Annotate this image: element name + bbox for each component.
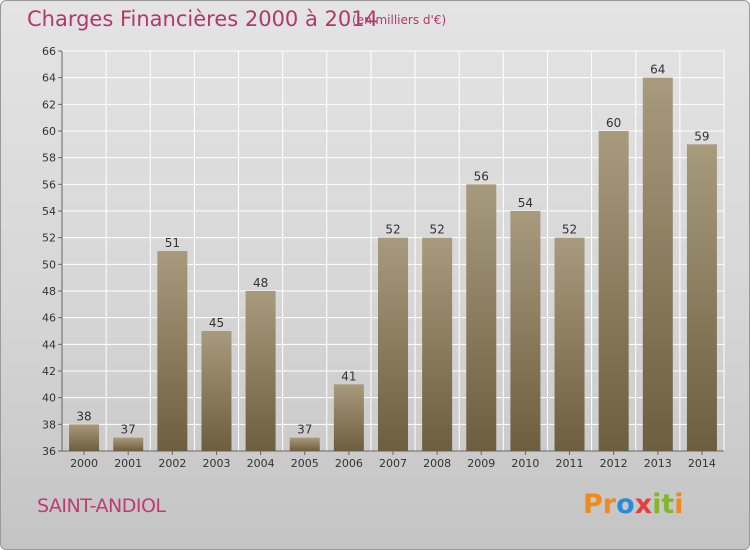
x-tick-label: 2013 <box>644 457 672 470</box>
value-label: 38 <box>76 409 91 423</box>
x-tick-label: 2009 <box>467 457 495 470</box>
value-label: 60 <box>606 116 621 130</box>
x-tick-label: 2003 <box>202 457 230 470</box>
chart-title: Charges Financières 2000 à 2014 <box>27 7 378 31</box>
value-label: 41 <box>341 369 356 383</box>
logo-letter: t <box>661 489 675 520</box>
value-label: 51 <box>165 236 180 250</box>
y-tick-label: 44 <box>42 338 56 351</box>
bar-2004 <box>245 291 276 451</box>
value-label: 59 <box>694 129 709 143</box>
x-tick-label: 2006 <box>335 457 363 470</box>
value-label: 48 <box>253 276 268 290</box>
bar-2001 <box>113 437 144 451</box>
y-tick-label: 36 <box>42 445 56 458</box>
y-tick-label: 52 <box>42 232 56 245</box>
value-label: 37 <box>297 423 312 437</box>
y-tick-label: 48 <box>42 285 56 298</box>
x-tick-label: 2004 <box>247 457 275 470</box>
y-tick-label: 42 <box>42 365 56 378</box>
x-tick-label: 2007 <box>379 457 407 470</box>
logo-letter: r <box>602 489 617 520</box>
x-tick-label: 2010 <box>511 457 539 470</box>
commune-name: SAINT-ANDIOL <box>37 495 166 517</box>
y-tick-label: 60 <box>42 125 56 138</box>
x-tick-label: 2001 <box>114 457 142 470</box>
logo-letter: o <box>616 489 635 520</box>
value-label: 52 <box>429 223 444 237</box>
bar-2012 <box>598 131 629 451</box>
x-tick-label: 2008 <box>423 457 451 470</box>
y-tick-label: 56 <box>42 178 56 191</box>
y-tick-label: 66 <box>42 45 56 58</box>
y-tick-label: 58 <box>42 152 56 165</box>
chart-subtitle: (en milliers d'€) <box>352 13 447 27</box>
bar-2003 <box>201 331 232 451</box>
y-tick-label: 64 <box>42 72 56 85</box>
x-tick-label: 2014 <box>688 457 716 470</box>
logo-letter: P <box>583 489 603 520</box>
proxiti-logo[interactable]: Proxiti <box>583 489 684 520</box>
bar-chart: 36 38 40 42 44 46 48 50 52 54 56 58 60 62 64 66 38 37 51 4… <box>42 45 725 470</box>
bar-2007 <box>378 237 408 451</box>
bar-2008 <box>422 237 453 451</box>
x-tick-label: 2000 <box>70 457 98 470</box>
bar-2006 <box>333 384 364 451</box>
logo-letter: i <box>674 489 684 520</box>
bar-2005 <box>289 437 320 451</box>
x-tick-label: 2005 <box>291 457 319 470</box>
value-label: 54 <box>518 196 533 210</box>
value-label: 52 <box>385 223 400 237</box>
bars: 38 37 51 45 48 37 41 52 52 56 54 52 60 64 59 <box>69 63 717 452</box>
bar-2014 <box>686 144 717 452</box>
bar-2013 <box>642 77 673 452</box>
bar-2009 <box>466 184 497 452</box>
bar-2000 <box>69 424 100 451</box>
y-tick-label: 50 <box>42 258 56 271</box>
value-label: 56 <box>474 169 489 183</box>
bar-2002 <box>157 251 188 451</box>
y-tick-label: 62 <box>42 98 56 111</box>
x-tick-label: 2002 <box>158 457 186 470</box>
y-tick-label: 40 <box>42 392 56 405</box>
y-tick-label: 54 <box>42 205 56 218</box>
y-tick-label: 38 <box>42 418 56 431</box>
bar-2010 <box>510 211 541 451</box>
x-tick-label: 2011 <box>556 457 584 470</box>
value-label: 45 <box>209 316 224 330</box>
logo-letter: i <box>652 489 662 520</box>
logo-letter: x <box>634 489 653 520</box>
x-tick-label: 2012 <box>600 457 628 470</box>
value-label: 52 <box>562 223 577 237</box>
x-axis: 2000 2001 2002 2003 2004 2005 2006 2007 2008 2009… <box>70 451 716 470</box>
y-tick-label: 46 <box>42 312 56 325</box>
bar-2011 <box>554 237 585 451</box>
value-label: 37 <box>121 423 136 437</box>
value-label: 64 <box>650 63 665 77</box>
